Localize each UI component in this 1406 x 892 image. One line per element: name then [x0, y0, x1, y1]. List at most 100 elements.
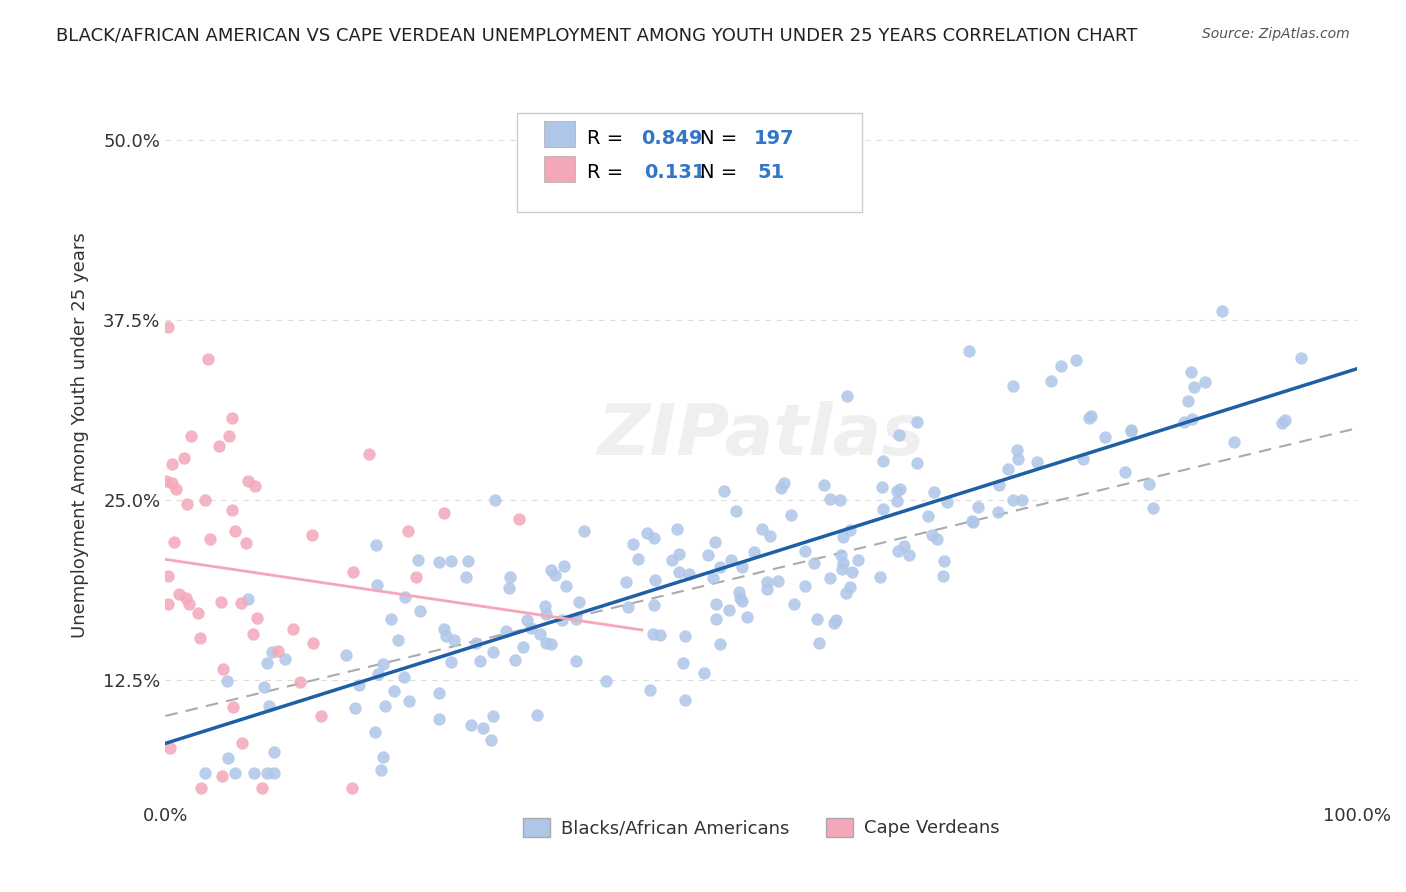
Point: [887, 428, 910, 442]
Point: [756, 582, 779, 597]
Point: [1182, 380, 1205, 394]
Point: [380, 612, 402, 626]
Point: [887, 544, 910, 558]
Text: BLACK/AFRICAN AMERICAN VS CAPE VERDEAN UNEMPLOYMENT AMONG YOUTH UNDER 25 YEARS C: BLACK/AFRICAN AMERICAN VS CAPE VERDEAN U…: [56, 27, 1137, 45]
Point: [1181, 412, 1204, 426]
Point: [870, 480, 893, 494]
Point: [222, 700, 245, 714]
Point: [717, 602, 740, 616]
Point: [394, 670, 416, 684]
Point: [931, 568, 953, 582]
Point: [533, 599, 555, 614]
Point: [627, 551, 650, 566]
Point: [823, 615, 845, 630]
Point: [727, 585, 749, 599]
Point: [1173, 415, 1195, 429]
Point: [702, 571, 724, 585]
Point: [988, 478, 1011, 492]
Point: [759, 529, 782, 543]
Point: [574, 524, 596, 539]
Point: [198, 532, 221, 546]
Point: [872, 502, 894, 516]
Point: [832, 531, 855, 545]
Point: [238, 474, 260, 488]
Point: [250, 780, 273, 795]
Point: [650, 628, 672, 642]
Point: [960, 514, 983, 528]
Legend: Blacks/African Americans, Cape Verdeans: Blacks/African Americans, Cape Verdeans: [516, 811, 1007, 845]
Point: [394, 590, 416, 604]
Point: [869, 570, 891, 584]
Point: [769, 481, 792, 495]
Point: [342, 565, 364, 579]
Point: [934, 554, 956, 568]
Point: [301, 527, 323, 541]
Point: [621, 537, 644, 551]
Point: [724, 504, 747, 518]
Point: [440, 655, 463, 669]
Text: ZIPatlas: ZIPatlas: [598, 401, 925, 470]
Point: [256, 766, 278, 780]
Point: [751, 522, 773, 536]
Point: [616, 600, 638, 615]
Point: [636, 525, 658, 540]
Point: [460, 718, 482, 732]
Point: [159, 740, 181, 755]
Point: [564, 612, 586, 626]
Point: [529, 627, 551, 641]
Point: [709, 637, 731, 651]
Point: [253, 680, 276, 694]
Point: [540, 637, 562, 651]
Point: [274, 652, 297, 666]
Point: [246, 610, 269, 624]
Point: [638, 683, 661, 698]
Point: [962, 515, 984, 529]
Point: [536, 607, 558, 621]
Point: [194, 766, 217, 780]
Point: [783, 597, 806, 611]
Point: [755, 574, 778, 589]
Point: [568, 595, 591, 609]
Point: [468, 654, 491, 668]
Point: [165, 482, 187, 496]
Point: [731, 560, 754, 574]
Point: [364, 538, 387, 552]
Point: [820, 491, 842, 506]
Point: [808, 636, 831, 650]
Point: [673, 629, 696, 643]
Point: [526, 708, 548, 723]
Point: [242, 766, 264, 780]
Point: [1005, 443, 1028, 458]
Point: [224, 524, 246, 538]
Point: [156, 597, 179, 611]
Point: [217, 751, 239, 765]
Point: [713, 484, 735, 499]
FancyBboxPatch shape: [544, 121, 575, 147]
Point: [803, 556, 825, 570]
FancyBboxPatch shape: [544, 156, 575, 181]
Point: [373, 657, 395, 671]
Point: [925, 532, 948, 546]
Point: [720, 552, 742, 566]
Point: [236, 591, 259, 606]
Text: R =: R =: [588, 128, 630, 148]
Point: [959, 343, 981, 358]
Point: [872, 454, 894, 468]
Point: [427, 686, 450, 700]
Point: [766, 574, 789, 589]
Point: [512, 640, 534, 655]
Point: [672, 657, 695, 671]
Point: [709, 560, 731, 574]
Point: [838, 523, 860, 537]
Point: [433, 506, 456, 520]
Point: [540, 563, 562, 577]
Point: [1066, 353, 1088, 368]
Text: N =: N =: [700, 163, 744, 182]
Text: 197: 197: [754, 128, 794, 148]
Point: [1007, 452, 1029, 467]
Point: [886, 483, 908, 498]
Point: [1071, 452, 1094, 467]
Y-axis label: Unemployment Among Youth under 25 years: Unemployment Among Youth under 25 years: [72, 233, 89, 639]
Point: [443, 633, 465, 648]
Point: [1177, 393, 1199, 408]
